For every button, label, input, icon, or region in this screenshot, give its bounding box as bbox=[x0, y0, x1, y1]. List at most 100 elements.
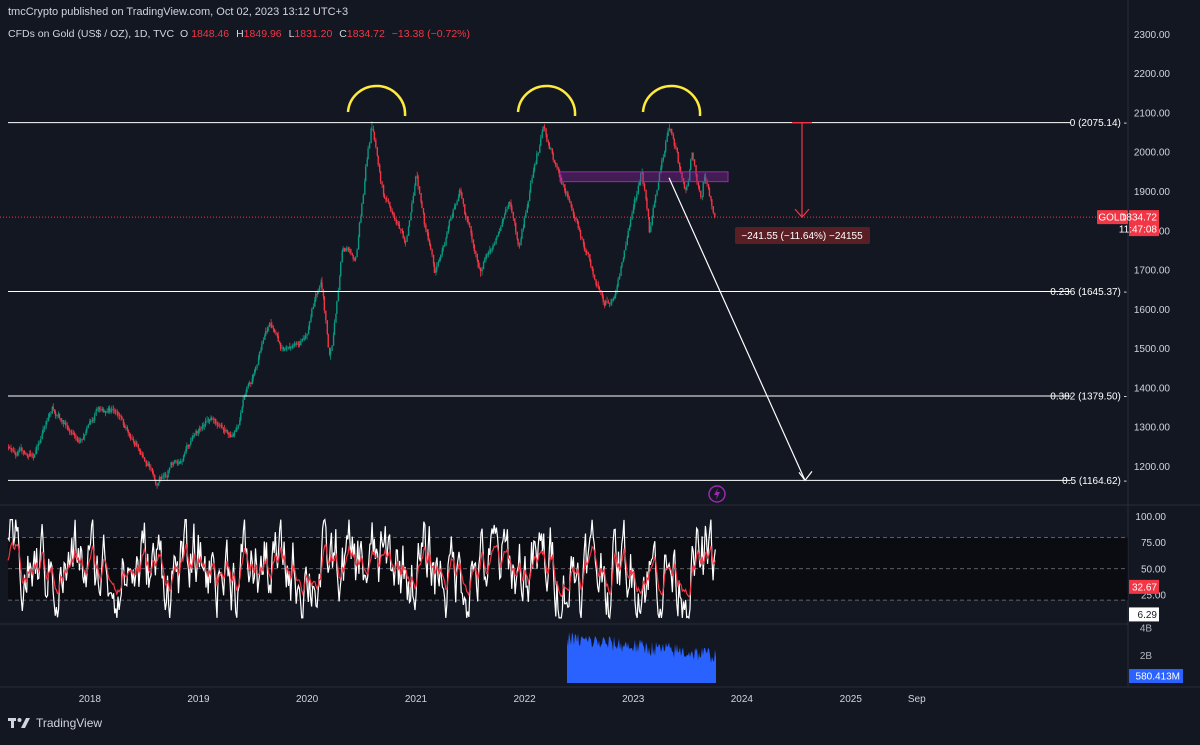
candle-body bbox=[523, 217, 526, 228]
candle-body bbox=[176, 461, 179, 464]
symbol-legend[interactable]: CFDs on Gold (US$ / OZ), 1D, TVC O 1848.4… bbox=[8, 28, 473, 40]
candle-body bbox=[275, 332, 277, 334]
lightning-icon[interactable] bbox=[708, 485, 726, 503]
candle-body bbox=[286, 347, 288, 349]
osc-value-red: 32.67 bbox=[1132, 582, 1157, 593]
candle bbox=[226, 429, 229, 434]
candle bbox=[597, 281, 600, 290]
candle-body bbox=[40, 439, 42, 444]
candle bbox=[460, 187, 462, 196]
candle bbox=[266, 327, 268, 334]
projection-arrow[interactable] bbox=[668, 177, 806, 481]
candle bbox=[352, 254, 354, 262]
candle bbox=[490, 248, 492, 255]
fib-level[interactable]: 0.236 (1645.37) - bbox=[8, 287, 1127, 298]
candle-body bbox=[585, 250, 587, 253]
candle-body bbox=[254, 369, 256, 375]
candle-body bbox=[495, 238, 497, 245]
candle-body bbox=[381, 181, 383, 185]
candle-body bbox=[683, 181, 686, 189]
candle bbox=[633, 196, 636, 210]
candle bbox=[231, 432, 233, 438]
candle bbox=[93, 412, 96, 423]
tradingview-footer[interactable]: TradingView bbox=[8, 716, 102, 730]
candle-body bbox=[561, 180, 563, 185]
candle bbox=[85, 429, 87, 436]
candle-body bbox=[414, 185, 416, 196]
candle-body bbox=[336, 301, 338, 314]
candle-body bbox=[442, 246, 444, 251]
candle bbox=[127, 429, 129, 437]
candle-body bbox=[687, 180, 690, 187]
candle-body bbox=[510, 202, 512, 207]
fib-level[interactable]: 0 (2075.14) - bbox=[8, 118, 1127, 129]
candle bbox=[147, 461, 150, 467]
candle-body bbox=[656, 190, 658, 196]
candle bbox=[373, 131, 376, 142]
candle-body bbox=[532, 170, 535, 178]
candle-body bbox=[642, 171, 644, 185]
candle bbox=[54, 410, 57, 419]
head-arc[interactable] bbox=[641, 84, 702, 117]
candle-body bbox=[335, 313, 337, 323]
osc-value-white: 6.29 bbox=[1138, 610, 1158, 621]
candle-body bbox=[83, 435, 86, 437]
candle-body bbox=[26, 454, 29, 456]
candle-body bbox=[426, 229, 429, 233]
candle bbox=[296, 341, 298, 346]
high-value: 1849.96 bbox=[243, 28, 282, 40]
candle bbox=[367, 145, 369, 160]
candle bbox=[211, 416, 213, 421]
candle-body bbox=[348, 249, 351, 251]
candle-body bbox=[671, 131, 673, 135]
candle-body bbox=[631, 213, 633, 220]
candle bbox=[604, 299, 607, 306]
candle-body bbox=[198, 428, 201, 431]
candle bbox=[295, 341, 297, 348]
candle bbox=[518, 242, 521, 249]
candle-body bbox=[503, 214, 506, 219]
candle bbox=[466, 215, 468, 223]
tradingview-brand: TradingView bbox=[36, 716, 103, 730]
candle-body bbox=[208, 419, 211, 421]
candle-body bbox=[612, 298, 615, 302]
candle-body bbox=[289, 346, 291, 349]
candle bbox=[261, 341, 263, 351]
candle bbox=[318, 285, 321, 292]
fib-level[interactable]: 0.382 (1379.50) - bbox=[8, 391, 1127, 402]
head-arc[interactable] bbox=[346, 84, 407, 117]
candle bbox=[672, 132, 675, 140]
symbol-title[interactable]: CFDs on Gold (US$ / OZ), 1D, TVC bbox=[8, 28, 175, 40]
candle-body bbox=[85, 431, 87, 436]
candle-body bbox=[462, 198, 465, 204]
candle-body bbox=[307, 329, 310, 335]
candle-body bbox=[477, 259, 479, 268]
candle bbox=[204, 423, 206, 431]
candle bbox=[20, 444, 22, 452]
candle bbox=[115, 409, 117, 416]
candle-body bbox=[433, 263, 436, 273]
candle-body bbox=[708, 188, 711, 197]
candle-body bbox=[432, 254, 435, 264]
candle-body bbox=[310, 317, 312, 322]
candle bbox=[183, 451, 186, 458]
candle-body bbox=[210, 418, 212, 421]
fib-level[interactable]: 0.5 (1164.62) - bbox=[8, 476, 1127, 487]
candle bbox=[645, 189, 647, 201]
candle-body bbox=[611, 301, 613, 303]
candle bbox=[622, 256, 625, 263]
candle-body bbox=[542, 126, 544, 132]
head-arc[interactable] bbox=[516, 84, 577, 117]
candle bbox=[498, 228, 501, 234]
candle-body bbox=[148, 463, 151, 468]
candle bbox=[443, 241, 446, 248]
candle-body bbox=[457, 197, 460, 202]
candle bbox=[70, 429, 72, 436]
resistance-zone[interactable] bbox=[559, 171, 729, 183]
candle-body bbox=[573, 214, 576, 219]
candle-body bbox=[578, 228, 581, 231]
candle-body bbox=[608, 303, 611, 305]
